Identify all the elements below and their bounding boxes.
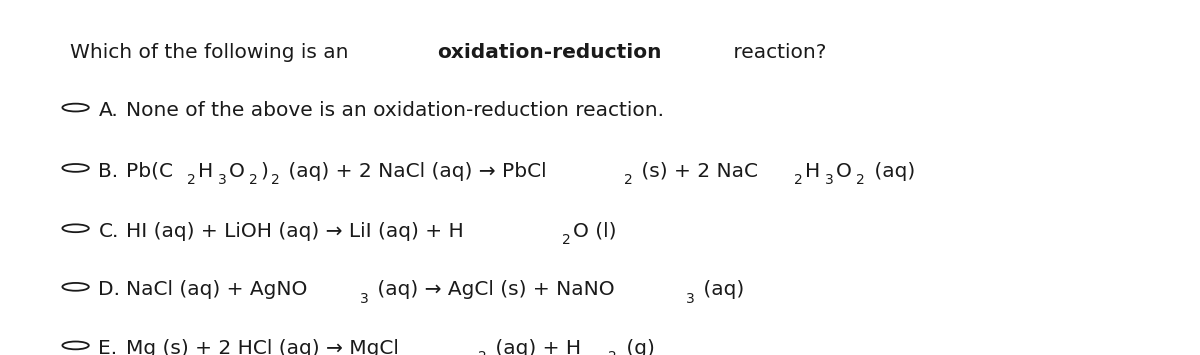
Text: 2: 2 bbox=[857, 173, 865, 187]
Text: (aq) + 2 NaCl (aq) → PbCl: (aq) + 2 NaCl (aq) → PbCl bbox=[282, 162, 547, 181]
Text: B.: B. bbox=[98, 162, 119, 181]
Text: C.: C. bbox=[98, 222, 119, 241]
Text: E.: E. bbox=[98, 339, 118, 355]
Text: NaCl (aq) + AgNO: NaCl (aq) + AgNO bbox=[126, 280, 307, 300]
Text: 3: 3 bbox=[685, 292, 695, 306]
Text: O: O bbox=[836, 162, 852, 181]
Text: 2: 2 bbox=[271, 173, 280, 187]
Text: 2: 2 bbox=[793, 173, 803, 187]
Text: (aq) → AgCl (s) + NaNO: (aq) → AgCl (s) + NaNO bbox=[371, 280, 614, 300]
Text: 3: 3 bbox=[360, 292, 368, 306]
Text: (aq) + H: (aq) + H bbox=[490, 339, 582, 355]
Text: A.: A. bbox=[98, 101, 118, 120]
Text: H: H bbox=[198, 162, 214, 181]
Text: (aq): (aq) bbox=[868, 162, 914, 181]
Text: (g): (g) bbox=[619, 339, 654, 355]
Text: 2: 2 bbox=[608, 350, 617, 355]
Text: reaction?: reaction? bbox=[727, 43, 827, 62]
Text: H: H bbox=[805, 162, 820, 181]
Text: 2: 2 bbox=[250, 173, 258, 187]
Text: O (l): O (l) bbox=[574, 222, 617, 241]
Text: 2: 2 bbox=[187, 173, 196, 187]
Text: O: O bbox=[229, 162, 245, 181]
Text: oxidation-reduction: oxidation-reduction bbox=[437, 43, 661, 62]
Text: 3: 3 bbox=[217, 173, 227, 187]
Text: Which of the following is an: Which of the following is an bbox=[70, 43, 354, 62]
Text: D.: D. bbox=[98, 280, 120, 300]
Text: (s) + 2 NaC: (s) + 2 NaC bbox=[635, 162, 758, 181]
Text: (aq): (aq) bbox=[697, 280, 744, 300]
Text: 2: 2 bbox=[562, 233, 570, 247]
Text: 2: 2 bbox=[624, 173, 632, 187]
Text: Mg (s) + 2 HCl (aq) → MgCl: Mg (s) + 2 HCl (aq) → MgCl bbox=[126, 339, 398, 355]
Text: Pb(C: Pb(C bbox=[126, 162, 173, 181]
Text: HI (aq) + LiOH (aq) → LiI (aq) + H: HI (aq) + LiOH (aq) → LiI (aq) + H bbox=[126, 222, 463, 241]
Text: 2: 2 bbox=[478, 350, 487, 355]
Text: None of the above is an oxidation-reduction reaction.: None of the above is an oxidation-reduct… bbox=[126, 101, 664, 120]
Text: ): ) bbox=[260, 162, 269, 181]
Text: 3: 3 bbox=[824, 173, 833, 187]
